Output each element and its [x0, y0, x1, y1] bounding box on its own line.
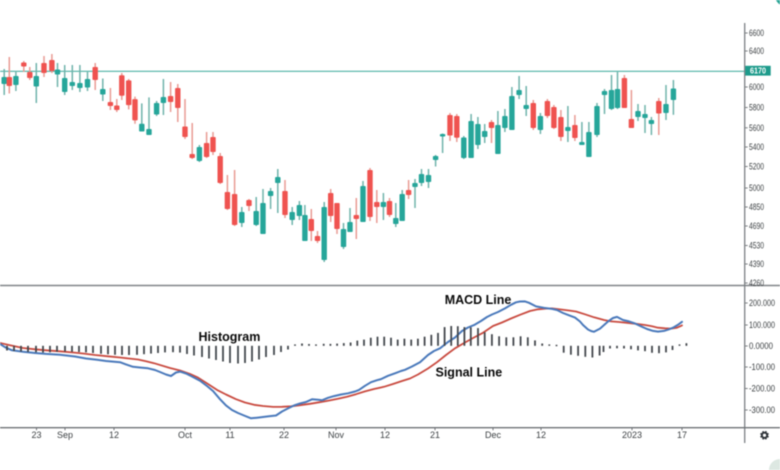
svg-text:Sep: Sep: [57, 430, 73, 440]
svg-text:5600: 5600: [749, 123, 764, 134]
svg-text:2023: 2023: [622, 430, 642, 440]
svg-text:22: 22: [279, 430, 289, 440]
svg-text:6170: 6170: [750, 66, 766, 76]
svg-text:12: 12: [536, 430, 546, 440]
svg-text:17: 17: [677, 430, 687, 440]
svg-text:-200.00: -200.00: [749, 384, 775, 395]
svg-text:Oct: Oct: [178, 430, 193, 440]
svg-text:MACD Line: MACD Line: [445, 293, 512, 307]
svg-text:Dec: Dec: [485, 430, 502, 440]
svg-text:23: 23: [31, 430, 41, 440]
svg-text:-300.00: -300.00: [749, 405, 775, 416]
svg-text:6600: 6600: [749, 28, 764, 39]
svg-text:12: 12: [380, 430, 390, 440]
svg-text:5200: 5200: [749, 162, 764, 173]
svg-text:100.000: 100.000: [749, 320, 775, 331]
svg-text:4690: 4690: [749, 221, 764, 232]
svg-text:11: 11: [225, 430, 234, 440]
svg-text:4260: 4260: [749, 278, 764, 289]
svg-text:-100.00: -100.00: [749, 362, 775, 373]
svg-text:5800: 5800: [749, 103, 764, 114]
svg-text:21: 21: [430, 430, 440, 440]
svg-text:5000: 5000: [749, 183, 764, 194]
svg-text:12: 12: [109, 430, 119, 440]
svg-text:6400: 6400: [749, 46, 764, 57]
svg-text:0.0000: 0.0000: [749, 341, 773, 352]
svg-text:4530: 4530: [749, 241, 764, 252]
svg-text:200.000: 200.000: [749, 298, 775, 309]
svg-text:Histogram: Histogram: [199, 330, 261, 344]
svg-text:Nov: Nov: [328, 430, 345, 440]
svg-text:5400: 5400: [749, 142, 764, 153]
svg-text:4850: 4850: [749, 202, 764, 213]
svg-text:Signal Line: Signal Line: [436, 366, 503, 380]
svg-text:6000: 6000: [749, 82, 764, 93]
svg-text:4390: 4390: [749, 259, 764, 270]
